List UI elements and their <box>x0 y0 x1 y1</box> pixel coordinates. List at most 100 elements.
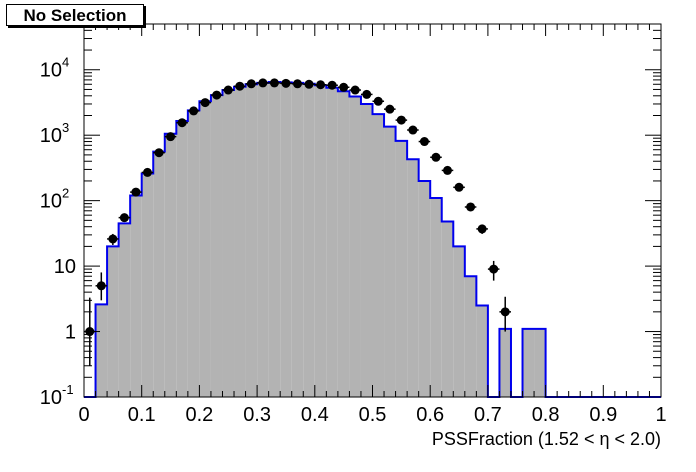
histogram-bin <box>141 173 154 397</box>
histogram-bin <box>349 96 361 397</box>
data-marker <box>246 79 256 89</box>
data-marker <box>166 132 176 142</box>
y-tick-exponent: -1 <box>62 382 74 397</box>
data-point <box>222 85 235 95</box>
data-point <box>499 296 511 332</box>
histogram-bin <box>360 103 373 397</box>
data-marker <box>235 81 245 91</box>
data-point <box>441 165 454 175</box>
data-marker <box>142 167 152 177</box>
histogram-bin <box>245 84 258 397</box>
data-point <box>407 125 419 135</box>
x-tick-label: 0.1 <box>128 404 156 426</box>
y-tick-exponent: 4 <box>62 55 69 70</box>
data-point <box>453 182 465 192</box>
data-marker <box>454 182 464 192</box>
data-point <box>464 202 477 212</box>
y-tick-label: 10 <box>54 256 76 278</box>
data-marker <box>212 90 222 100</box>
histogram-bin <box>384 126 396 397</box>
histogram-bin <box>418 180 431 397</box>
data-marker <box>281 78 291 88</box>
data-marker <box>385 104 395 114</box>
data-marker <box>466 202 476 212</box>
data-point <box>234 81 246 91</box>
data-marker <box>431 152 441 162</box>
data-marker <box>108 234 118 244</box>
histogram-bin <box>291 82 304 397</box>
data-point <box>395 115 408 125</box>
data-point <box>349 85 361 95</box>
y-tick-label: 10 <box>40 125 62 147</box>
data-marker <box>419 137 429 147</box>
data-marker <box>223 85 233 95</box>
histogram-bin <box>153 151 165 397</box>
data-marker <box>408 125 418 135</box>
data-point <box>280 78 292 88</box>
data-point <box>487 260 500 281</box>
y-tick-label: 10 <box>40 191 62 213</box>
x-tick-label: 0.6 <box>416 404 444 426</box>
data-marker <box>119 213 129 223</box>
data-point <box>164 132 177 142</box>
selection-label: No Selection <box>6 4 144 26</box>
histogram-bin <box>476 305 488 397</box>
data-marker <box>258 78 268 88</box>
data-point <box>337 82 350 92</box>
histogram-bin <box>464 276 477 397</box>
data-marker <box>350 85 360 95</box>
data-marker <box>443 165 453 175</box>
histogram-bin <box>407 159 419 397</box>
data-point <box>118 213 131 223</box>
data-point <box>130 187 142 197</box>
data-marker <box>200 98 210 108</box>
x-tick-label: 0.7 <box>474 404 502 426</box>
data-marker <box>373 96 383 106</box>
histogram-bin <box>164 133 177 397</box>
y-tick-label: 10 <box>40 387 62 409</box>
data-marker <box>477 224 487 234</box>
x-axis: 0 0.1 0.2 0.3 0.4 0.5 0.6 0.7 0.8 0.9 1 <box>78 24 667 426</box>
data-point <box>141 167 154 177</box>
histogram-bin <box>187 110 200 397</box>
data-point <box>95 272 108 301</box>
data-point <box>476 224 488 234</box>
data-point <box>372 96 385 106</box>
data-marker <box>292 79 302 89</box>
histogram-bin <box>257 82 269 397</box>
histogram-bin <box>499 328 511 397</box>
histogram-bin <box>372 114 385 397</box>
data-marker <box>339 82 349 92</box>
histogram-bin <box>130 195 142 397</box>
data-point <box>210 90 223 100</box>
data-point <box>326 80 338 90</box>
data-point <box>314 80 327 90</box>
data-point <box>384 104 396 114</box>
data-marker <box>189 106 199 116</box>
histogram-bin <box>118 223 131 397</box>
histogram-bin <box>107 246 119 397</box>
data-marker <box>154 148 164 158</box>
histogram-bin <box>395 140 408 397</box>
data-point <box>430 152 442 162</box>
data-point <box>199 98 211 108</box>
histogram-bin <box>199 101 211 397</box>
histogram-bin <box>522 328 535 397</box>
x-tick-label: 1 <box>655 404 666 426</box>
data-point <box>107 233 119 246</box>
histogram-bin <box>280 82 292 398</box>
data-point <box>257 78 269 88</box>
data-marker <box>489 264 499 274</box>
data-point <box>268 78 281 88</box>
data-point <box>291 79 304 89</box>
y-tick-exponent: 2 <box>62 186 69 201</box>
histogram-bin <box>210 95 223 398</box>
data-marker <box>396 115 406 125</box>
histogram-bin <box>222 90 235 397</box>
histogram-bin <box>441 221 454 397</box>
histogram-bin <box>303 83 315 398</box>
data-marker <box>131 187 141 197</box>
histogram-bin <box>268 81 281 397</box>
